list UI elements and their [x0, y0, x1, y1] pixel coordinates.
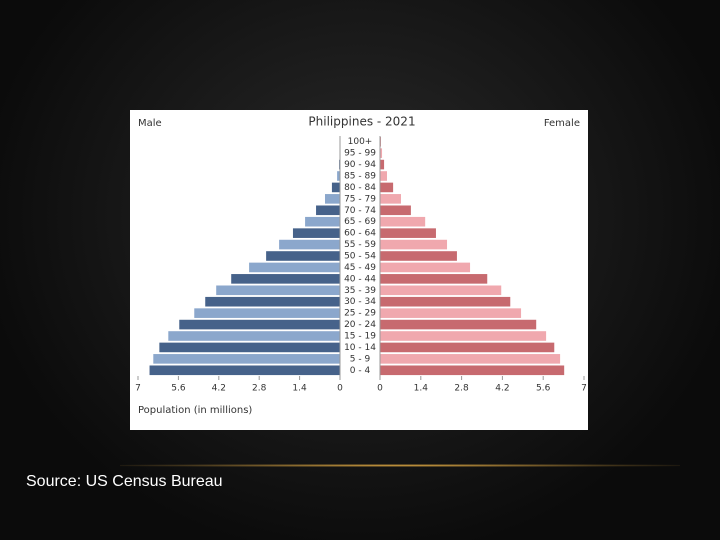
age-label: 45 - 49 [344, 263, 376, 273]
bar [380, 342, 555, 353]
bar [292, 228, 340, 238]
age-label: 10 - 14 [344, 343, 376, 353]
bar [216, 285, 340, 296]
x-tick-label: 4.2 [495, 384, 509, 394]
x-tick-label: 7 [135, 384, 141, 394]
age-label: 50 - 54 [344, 252, 376, 262]
bar [279, 239, 340, 250]
bar [205, 296, 340, 307]
x-tick-label: 2.8 [454, 384, 469, 394]
bar [380, 239, 448, 250]
bar [324, 194, 340, 204]
x-tick-label: 4.2 [212, 384, 226, 394]
x-tick-label: 5.6 [536, 384, 551, 394]
age-label: 15 - 19 [344, 332, 376, 342]
x-tick-label: 2.8 [252, 384, 267, 394]
age-label: 20 - 24 [344, 320, 376, 330]
chart-title: Philippines - 2021 [308, 115, 415, 129]
age-label: 5 - 9 [350, 354, 371, 364]
x-tick-label: 0 [377, 384, 383, 394]
bar [380, 194, 401, 204]
bar [380, 331, 547, 341]
bar [380, 296, 511, 307]
divider-glow [120, 464, 680, 467]
bar [305, 216, 340, 227]
bar [316, 205, 340, 216]
bar [380, 365, 565, 376]
bar [380, 182, 394, 193]
bar [266, 251, 340, 261]
bar [380, 159, 385, 170]
x-tick-label: 5.6 [171, 384, 186, 394]
bar [380, 251, 457, 261]
bar [337, 171, 340, 181]
age-label: 65 - 69 [344, 217, 376, 227]
bar [380, 285, 502, 296]
bar [380, 148, 383, 158]
age-label: 0 - 4 [350, 366, 371, 376]
source-note: Source: US Census Bureau [26, 473, 223, 490]
bar [380, 205, 411, 216]
x-tick-label: 7 [581, 384, 587, 394]
bar [380, 262, 471, 273]
x-tick-label: 1.4 [414, 384, 429, 394]
legend-male: Male [138, 118, 162, 129]
x-tick-label: 0 [337, 384, 343, 394]
age-label: 90 - 94 [344, 160, 376, 170]
age-label: 25 - 29 [344, 309, 376, 319]
bar [231, 274, 340, 284]
age-label: 40 - 44 [344, 274, 376, 284]
bar [249, 262, 340, 273]
age-label: 95 - 99 [344, 149, 376, 159]
age-label: 60 - 64 [344, 229, 376, 239]
bar [380, 171, 387, 181]
age-label: 80 - 84 [344, 183, 376, 193]
bar [179, 319, 340, 330]
age-label: 85 - 89 [344, 172, 376, 182]
bar [153, 354, 340, 364]
age-label: 70 - 74 [344, 206, 376, 216]
bar [331, 182, 340, 193]
bar [159, 342, 340, 353]
bar [380, 354, 561, 364]
x-tick-label: 1.4 [292, 384, 307, 394]
age-label: 75 - 79 [344, 194, 376, 204]
legend-female: Female [544, 118, 580, 129]
x-axis-label: Population (in millions) [138, 405, 252, 416]
chart-background [130, 110, 588, 430]
age-label: 30 - 34 [344, 297, 376, 307]
bar [380, 308, 522, 318]
age-label: 100+ [348, 137, 373, 147]
bar [149, 365, 340, 376]
bar [168, 331, 340, 341]
bar [380, 228, 436, 238]
bar [380, 274, 488, 284]
bar [380, 216, 426, 227]
age-label: 55 - 59 [344, 240, 376, 250]
age-label: 35 - 39 [344, 286, 376, 296]
bar [380, 319, 537, 330]
bar [194, 308, 340, 318]
